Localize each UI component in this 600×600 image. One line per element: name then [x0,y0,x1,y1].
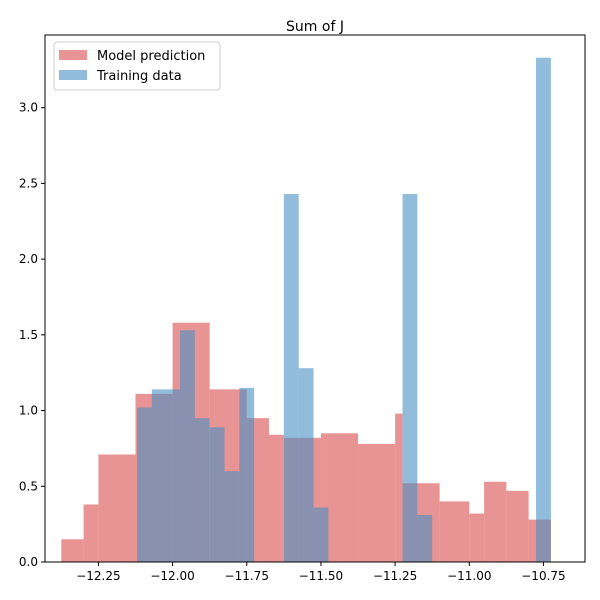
x-tick-label: −11.00 [447,569,491,583]
x-axis: −12.25 −12.00 −11.75 −11.50 −11.25 −11.00 −10.… [76,562,566,583]
bar-model-prediction-10 [358,443,396,562]
bar-training-data-11 [417,515,433,562]
x-tick-label: −11.50 [299,569,343,583]
bar-training-data-4 [209,427,225,562]
x-tick-label: −12.00 [150,569,194,583]
bar-model-prediction-0 [61,539,84,562]
legend-swatch-training-data [59,70,87,80]
bar-model-prediction-2 [98,454,136,562]
chart-title: Sum of J [286,19,344,35]
y-tick-label: 2.5 [19,176,38,190]
axes-frame [44,34,586,563]
legend-label-training-data: Training data [96,69,182,84]
y-tick-label: 0.5 [19,479,38,493]
bar-model-prediction-15 [484,481,507,562]
bar-training-data-8 [298,368,314,562]
y-tick-label: 1.0 [19,404,38,418]
y-tick-label: 1.5 [19,328,38,342]
y-tick-label: 0.0 [19,555,38,569]
legend-swatch-model-prediction [59,50,87,60]
bar-model-prediction-13 [439,501,470,562]
bar-model-prediction-1 [83,504,99,562]
legend: Model prediction Training data [53,41,221,91]
bar-training-data-7 [283,194,299,562]
bar-model-prediction-16 [506,490,529,562]
bar-training-data-0 [136,407,152,562]
legend-box [53,41,221,91]
bar-model-prediction-7 [269,434,284,562]
x-tick-label: −10.75 [521,569,565,583]
bar-training-data-2 [180,330,195,562]
legend-label-model-prediction: Model prediction [97,49,205,64]
y-tick-label: 2.0 [19,252,38,266]
bar-training-data-6 [239,387,255,562]
bar-training-data-5 [224,471,240,562]
x-tick-label: −11.25 [373,569,417,583]
bar-model-prediction-11 [395,413,403,562]
bar-training-data-9 [313,507,329,562]
x-tick-label: −12.25 [76,569,120,583]
bar-training-data-12 [536,57,551,562]
x-tick-label: −11.75 [225,569,269,583]
bar-training-data-1 [151,389,180,562]
y-axis: 0.0 0.5 1.0 1.5 2.0 2.5 3.0 [19,101,45,569]
y-tick-label: 3.0 [19,101,38,115]
bar-training-data-3 [194,418,210,562]
bars-layer [61,57,551,562]
bar-training-data-10 [402,194,418,562]
bar-model-prediction-14 [469,513,485,562]
